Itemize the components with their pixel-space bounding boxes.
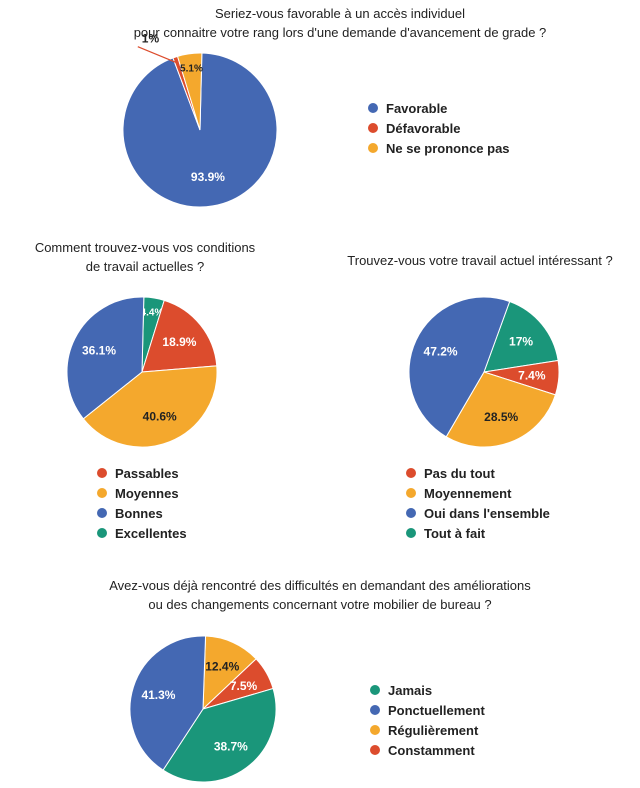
chart-2-legend: Passables Moyennes Bonnes Excellentes xyxy=(97,463,187,543)
legend-label: Tout à fait xyxy=(424,525,486,541)
legend-dot xyxy=(370,705,380,715)
pie-slice-moyennes xyxy=(82,365,218,448)
pie-chart-3: 17% 7.4% 28.5% 47.2% xyxy=(408,296,560,448)
slice-label-constamment: 7.5% xyxy=(230,679,258,693)
chart-4-title-line-2: ou des changements concernant votre mobi… xyxy=(148,597,492,612)
pie-chart-1: 93.9% 1% 5.1% xyxy=(122,32,278,208)
legend-item-moyennes: Moyennes xyxy=(97,483,187,503)
slice-label-excellentes: 4.4% xyxy=(141,307,164,318)
chart-3-title-line-1: Trouvez-vous votre travail actuel intére… xyxy=(347,253,613,268)
chart-1-title-line-1: Seriez-vous favorable à un accès individ… xyxy=(214,6,466,21)
legend-dot xyxy=(406,468,416,478)
legend-dot xyxy=(370,745,380,755)
slice-label-oui-dans-l-ensemble: 47.2% xyxy=(424,345,458,359)
chart-3-title: Trouvez-vous votre travail actuel intére… xyxy=(330,251,630,270)
legend-label: Constamment xyxy=(388,742,475,758)
pie-slice-oui-dans-l-ensemble xyxy=(408,296,511,438)
slice-label-pas-du-tout: 7.4% xyxy=(518,369,546,383)
chart-4-legend: Jamais Ponctuellement Régulièrement Constam… xyxy=(370,680,485,760)
slice-label-jamais: 38.7% xyxy=(214,740,248,754)
legend-item-passables: Passables xyxy=(97,463,187,483)
legend-dot xyxy=(370,685,380,695)
legend-dot xyxy=(370,725,380,735)
legend-dot xyxy=(406,488,416,498)
slice-label-regulierement: 12.4% xyxy=(205,659,239,673)
legend-label: Bonnes xyxy=(115,505,163,521)
legend-label: Oui dans l'ensemble xyxy=(424,505,550,521)
legend-item-bonnes: Bonnes xyxy=(97,503,187,523)
legend-item-regulierement: Régulièrement xyxy=(370,720,485,740)
legend-dot xyxy=(97,508,107,518)
slice-label-moyennes: 40.6% xyxy=(143,410,177,424)
pie-slice-jamais xyxy=(162,687,277,783)
legend-label: Moyennement xyxy=(424,485,512,501)
legend-label: Ponctuellement xyxy=(388,702,485,718)
chart-3-legend: Pas du tout Moyennement Oui dans l'ensembl… xyxy=(406,463,550,543)
legend-label: Favorable xyxy=(386,100,448,116)
chart-1-legend: Favorable Défavorable Ne se prononce pas xyxy=(368,98,510,158)
legend-label: Défavorable xyxy=(386,120,461,136)
slice-label-ne-se-prononce-pas: 5.1% xyxy=(180,63,203,74)
legend-label: Moyennes xyxy=(115,485,179,501)
legend-item-pas-du-tout: Pas du tout xyxy=(406,463,550,483)
legend-label: Pas du tout xyxy=(424,465,495,481)
chart-2-title-line-1: Comment trouvez-vous vos conditions xyxy=(34,240,256,255)
legend-dot xyxy=(97,528,107,538)
legend-label: Ne se prononce pas xyxy=(386,140,510,156)
pie-slice-passables xyxy=(141,299,218,373)
slice-label-bonnes: 36.1% xyxy=(82,344,116,358)
slice-label-passables: 18.9% xyxy=(162,335,196,349)
legend-label: Jamais xyxy=(388,682,433,698)
slice-label-tout-a-fait: 17% xyxy=(509,335,533,349)
legend-label: Excellentes xyxy=(115,525,187,541)
leader-line-defavorable xyxy=(137,46,178,64)
chart-1-title-line-2: pour connaitre votre rang lors d'une dem… xyxy=(133,25,547,40)
legend-item-defavorable: Défavorable xyxy=(368,118,510,138)
legend-item-ne-se-prononce-pas: Ne se prononce pas xyxy=(368,138,510,158)
slice-label-defavorable: 1% xyxy=(142,32,160,46)
pie-chart-2: 4.4% 18.9% 40.6% 36.1% xyxy=(66,296,218,448)
pie-slice-ne-se-prononce-pas xyxy=(176,52,203,131)
pie-chart-4: 12.4% 7.5% 38.7% 41.3% xyxy=(129,635,277,783)
pie-slice-tout-a-fait xyxy=(483,300,559,373)
legend-item-jamais: Jamais xyxy=(370,680,485,700)
legend-item-constamment: Constamment xyxy=(370,740,485,760)
legend-item-tout-a-fait: Tout à fait xyxy=(406,523,550,543)
legend-dot xyxy=(406,508,416,518)
pie-slice-bonnes xyxy=(66,296,145,420)
legend-item-ponctuellement: Ponctuellement xyxy=(370,700,485,720)
legend-dot xyxy=(97,488,107,498)
legend-dot xyxy=(368,103,378,113)
legend-dot xyxy=(406,528,416,538)
chart-2-title: Comment trouvez-vous vos conditions de t… xyxy=(5,238,285,276)
legend-label: Passables xyxy=(115,465,179,481)
chart-2-title-line-2: de travail actuelles ? xyxy=(85,259,205,274)
legend-dot xyxy=(97,468,107,478)
slice-label-ponctuellement: 41.3% xyxy=(141,688,175,702)
legend-item-moyennement: Moyennement xyxy=(406,483,550,503)
legend-item-oui-dans-l-ensemble: Oui dans l'ensemble xyxy=(406,503,550,523)
slice-label-moyennement: 28.5% xyxy=(484,410,518,424)
chart-4-title-line-1: Avez-vous déjà rencontré des difficultés… xyxy=(109,578,531,593)
legend-item-excellentes: Excellentes xyxy=(97,523,187,543)
pie-slice-ponctuellement xyxy=(129,635,207,771)
slice-label-favorable: 93.9% xyxy=(191,170,225,184)
chart-4-title: Avez-vous déjà rencontré des difficultés… xyxy=(40,576,600,614)
chart-1-title: Seriez-vous favorable à un accès individ… xyxy=(60,4,620,42)
legend-label: Régulièrement xyxy=(388,722,479,738)
legend-item-favorable: Favorable xyxy=(368,98,510,118)
legend-dot xyxy=(368,143,378,153)
legend-dot xyxy=(368,123,378,133)
